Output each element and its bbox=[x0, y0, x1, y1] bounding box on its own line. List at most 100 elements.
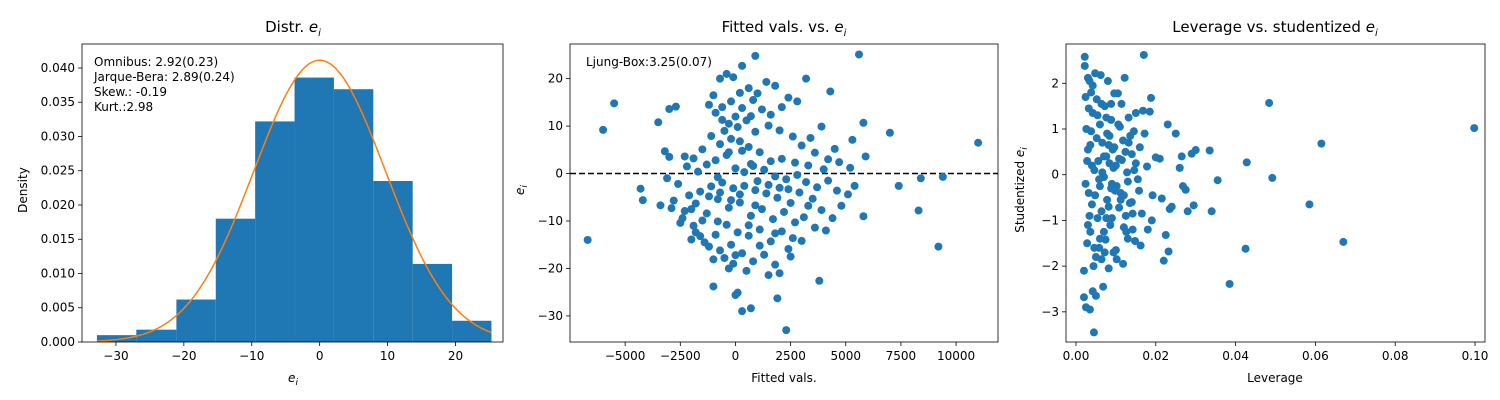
scatter-point bbox=[1111, 246, 1120, 255]
scatter-point bbox=[793, 170, 802, 179]
scatter-point bbox=[746, 112, 755, 121]
scatter-point bbox=[817, 122, 826, 131]
scatter-point bbox=[680, 207, 689, 216]
panel-leverage-vs-studentized: Leverage vs. studentized ei 0.00 0.02 0.04… bbox=[1013, 18, 1488, 385]
scatter-point bbox=[716, 74, 725, 83]
scatter-point bbox=[753, 89, 762, 98]
scatter-point bbox=[1140, 129, 1149, 138]
y-tick-label: 2 bbox=[1051, 76, 1059, 90]
scatter-point bbox=[1098, 138, 1107, 147]
y-tick-label: 0.010 bbox=[41, 266, 75, 280]
scatter-point bbox=[1268, 173, 1277, 182]
scatter-point bbox=[837, 201, 846, 210]
scatter-point bbox=[1189, 201, 1198, 210]
panel-title: Leverage vs. studentized ei bbox=[1172, 18, 1378, 39]
scatter-point bbox=[843, 190, 852, 199]
normality-stats-annotation: Omnibus: 2.92(0.23) Jarque-Bera: 2.89(0.… bbox=[93, 55, 235, 114]
scatter-point bbox=[720, 254, 729, 263]
scatter-point bbox=[784, 244, 793, 253]
x-tick-label: 0.02 bbox=[1142, 349, 1169, 363]
scatter-point bbox=[1097, 207, 1106, 216]
scatter-point bbox=[766, 157, 775, 166]
scatter-point bbox=[813, 183, 822, 192]
scatter-point bbox=[916, 174, 925, 183]
scatter-point bbox=[1127, 150, 1136, 159]
scatter-point bbox=[777, 103, 786, 112]
ljung-box-stat: Ljung-Box:3.25(0.07) bbox=[586, 55, 712, 69]
svg-text:Leverage vs. studentized ei: Leverage vs. studentized ei bbox=[1172, 18, 1378, 39]
scatter-point bbox=[751, 127, 760, 136]
histogram-bar bbox=[215, 218, 256, 342]
scatter-point bbox=[1093, 111, 1102, 120]
scatter-point bbox=[749, 257, 758, 266]
scatter-point bbox=[782, 326, 791, 335]
svg-text:Fitted vals. vs. ei: Fitted vals. vs. ei bbox=[722, 18, 847, 39]
panel-residual-distribution: Distr. ei −30 −20 −10 0 10 20 0.000 0.005 0.010… bbox=[16, 18, 504, 388]
scatter-point bbox=[1122, 227, 1131, 236]
scatter-point bbox=[735, 137, 744, 146]
x-tick-label: −10 bbox=[239, 349, 264, 363]
scatter-point bbox=[1178, 182, 1187, 191]
x-tick-label: 0.04 bbox=[1222, 349, 1249, 363]
scatter-point bbox=[1305, 200, 1314, 209]
scatter-point bbox=[1115, 203, 1124, 212]
scatter-point bbox=[1136, 241, 1145, 250]
scatter-point bbox=[784, 93, 793, 102]
scatter-point bbox=[885, 128, 894, 137]
scatter-point bbox=[1119, 191, 1128, 200]
scatter-point bbox=[1126, 131, 1135, 140]
y-tick-label: −1 bbox=[1041, 213, 1059, 227]
scatter-point bbox=[1080, 52, 1089, 61]
scatter-point bbox=[671, 102, 680, 111]
scatter-point bbox=[731, 251, 740, 260]
scatter-points bbox=[583, 50, 983, 335]
scatter-point bbox=[718, 103, 727, 112]
scatter-point bbox=[1124, 113, 1133, 122]
scatter-point bbox=[819, 165, 828, 174]
scatter-point bbox=[894, 181, 903, 190]
scatter-point bbox=[1139, 106, 1148, 115]
scatter-point bbox=[1099, 152, 1108, 161]
scatter-point bbox=[1081, 303, 1090, 312]
scatter-point bbox=[934, 242, 943, 251]
scatter-point bbox=[1143, 162, 1152, 171]
scatter-point bbox=[711, 230, 720, 239]
scatter-point bbox=[1161, 231, 1170, 240]
x-tick-label: 10000 bbox=[937, 349, 975, 363]
scatter-point bbox=[1082, 125, 1091, 134]
scatter-point bbox=[1094, 157, 1103, 166]
scatter-point bbox=[713, 217, 722, 226]
scatter-point bbox=[583, 235, 592, 244]
scatter-point bbox=[744, 231, 753, 240]
scatter-point bbox=[824, 176, 833, 185]
scatter-point bbox=[698, 216, 707, 225]
scatter-point bbox=[735, 198, 744, 207]
scatter-point bbox=[1187, 149, 1196, 158]
scatter-point bbox=[1095, 120, 1104, 129]
scatter-point bbox=[824, 155, 833, 164]
x-tick-label: 0.10 bbox=[1462, 349, 1489, 363]
scatter-point bbox=[1242, 158, 1251, 167]
scatter-point bbox=[1131, 159, 1140, 168]
x-tick-label: −20 bbox=[171, 349, 196, 363]
x-tick-label: 2500 bbox=[775, 349, 806, 363]
scatter-point bbox=[835, 158, 844, 167]
y-axis-label: Studentized ei bbox=[1013, 147, 1030, 233]
scatter-point bbox=[1177, 152, 1186, 161]
scatter-point bbox=[1091, 291, 1100, 300]
scatter-point bbox=[1090, 243, 1099, 252]
scatter-point bbox=[716, 140, 725, 149]
scatter-point bbox=[1088, 81, 1097, 90]
scatter-point bbox=[1089, 328, 1098, 337]
scatter-point bbox=[764, 121, 773, 130]
scatter-point bbox=[1087, 88, 1096, 97]
scatter-point bbox=[1207, 207, 1216, 216]
scatter-point bbox=[704, 192, 713, 201]
scatter-point bbox=[771, 81, 780, 90]
scatter-point bbox=[1128, 209, 1137, 218]
scatter-point bbox=[780, 207, 788, 216]
scatter-point bbox=[1104, 264, 1113, 273]
scatter-point bbox=[1339, 237, 1348, 246]
scatter-point bbox=[764, 180, 773, 189]
